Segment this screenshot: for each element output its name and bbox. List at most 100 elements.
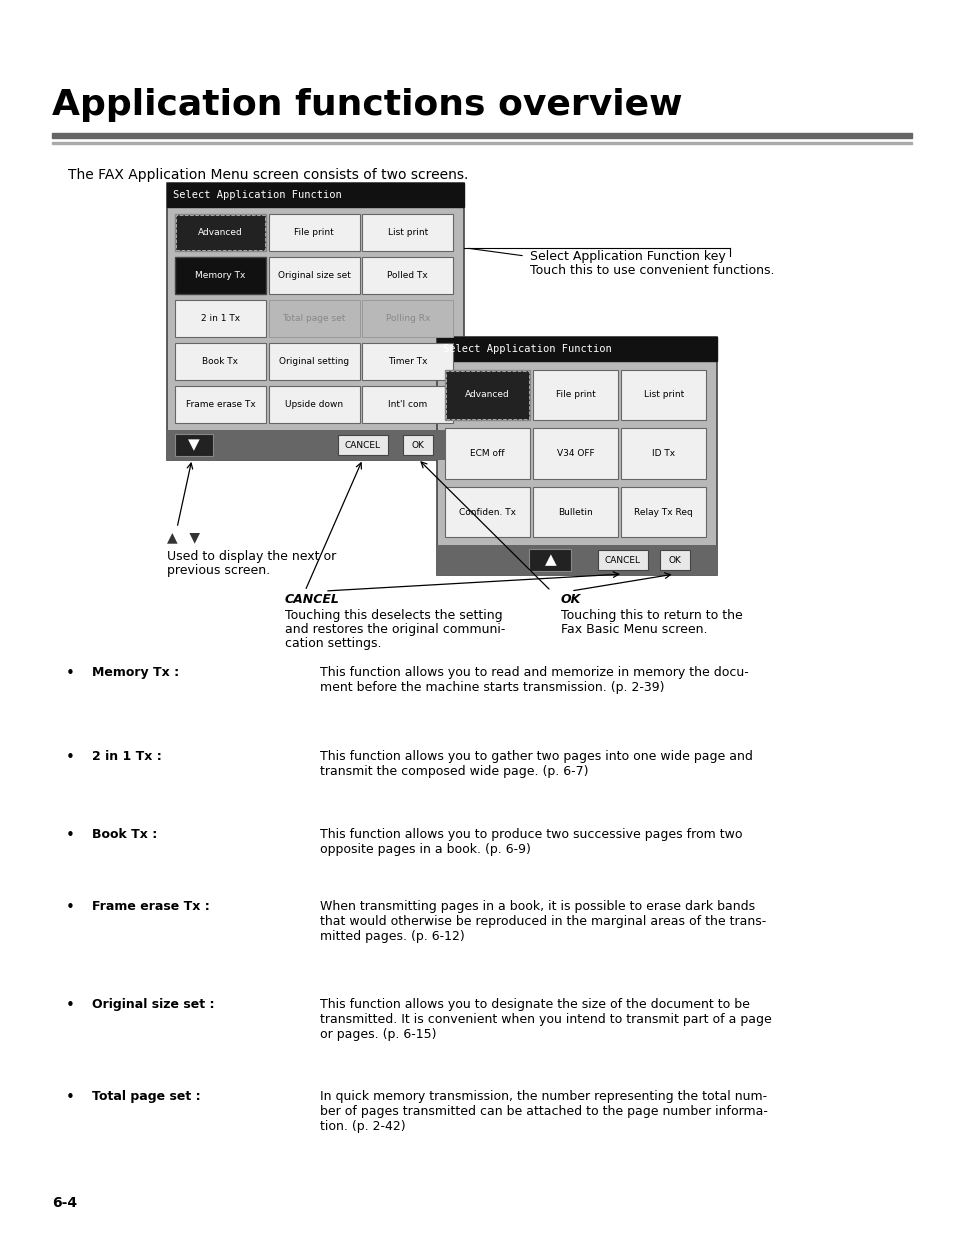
Text: mitted pages. (p. 6-12): mitted pages. (p. 6-12) [319, 930, 464, 944]
Text: Fax Basic Menu screen.: Fax Basic Menu screen. [560, 622, 707, 636]
Bar [362, 387, 453, 424]
Text: Application functions overview: Application functions overview [52, 88, 681, 122]
Text: Timer Tx: Timer Tx [388, 357, 427, 367]
Bar [436, 337, 717, 361]
Text: cation settings.: cation settings. [285, 637, 381, 650]
Bar [436, 545, 717, 576]
Text: This function allows you to designate the size of the document to be: This function allows you to designate th… [319, 998, 749, 1011]
Text: 2 in 1 Tx: 2 in 1 Tx [201, 315, 240, 324]
Text: V34 OFF: V34 OFF [557, 450, 594, 458]
Bar [174, 433, 213, 456]
Text: tion. (p. 2-42): tion. (p. 2-42) [319, 1120, 405, 1132]
Bar [174, 343, 266, 380]
Text: The FAX Application Menu screen consists of two screens.: The FAX Application Menu screen consists… [68, 168, 468, 182]
Bar [174, 300, 266, 337]
Bar [52, 133, 911, 138]
Text: OK: OK [412, 441, 424, 450]
Text: File print: File print [294, 228, 334, 237]
Text: List print: List print [387, 228, 428, 237]
Text: Touching this deselects the setting: Touching this deselects the setting [285, 609, 502, 622]
Text: Advanced: Advanced [198, 228, 243, 237]
Text: 2 in 1 Tx :: 2 in 1 Tx : [91, 750, 162, 763]
Bar [533, 369, 618, 420]
Text: or pages. (p. 6-15): or pages. (p. 6-15) [319, 1028, 436, 1041]
Text: Frame erase Tx: Frame erase Tx [186, 400, 255, 410]
Bar [529, 550, 571, 571]
Bar [167, 183, 463, 207]
Bar [403, 435, 433, 454]
Text: 6-4: 6-4 [52, 1195, 77, 1210]
Text: ▼: ▼ [185, 530, 200, 543]
Text: In quick memory transmission, the number representing the total num-: In quick memory transmission, the number… [319, 1091, 766, 1103]
Bar [167, 183, 463, 459]
Text: opposite pages in a book. (p. 6-9): opposite pages in a book. (p. 6-9) [319, 844, 530, 856]
Text: ber of pages transmitted can be attached to the page number informa-: ber of pages transmitted can be attached… [319, 1105, 767, 1118]
Bar [362, 300, 453, 337]
Text: List print: List print [643, 390, 683, 399]
Text: Book Tx: Book Tx [202, 357, 238, 367]
Bar [598, 550, 647, 571]
Bar [620, 369, 705, 420]
Text: ▼: ▼ [188, 437, 200, 452]
Text: Confiden. Tx: Confiden. Tx [458, 508, 516, 516]
Text: Touching this to return to the: Touching this to return to the [560, 609, 742, 622]
Bar [362, 215, 453, 252]
Text: •: • [66, 750, 74, 764]
Bar [174, 215, 266, 252]
Bar [446, 370, 529, 419]
Text: When transmitting pages in a book, it is possible to erase dark bands: When transmitting pages in a book, it is… [319, 900, 755, 913]
Text: ment before the machine starts transmission. (p. 2-39): ment before the machine starts transmiss… [319, 680, 664, 694]
Text: Frame erase Tx :: Frame erase Tx : [91, 900, 210, 913]
Text: CANCEL: CANCEL [344, 441, 380, 450]
Text: Used to display the next or: Used to display the next or [167, 550, 335, 563]
Bar [174, 387, 266, 424]
Bar [362, 257, 453, 294]
Text: that would otherwise be reproduced in the marginal areas of the trans-: that would otherwise be reproduced in th… [319, 915, 765, 927]
Text: CANCEL: CANCEL [285, 593, 339, 606]
Bar [174, 257, 266, 294]
Bar [444, 487, 530, 537]
Text: Select Application Function: Select Application Function [172, 190, 341, 200]
Text: This function allows you to produce two successive pages from two: This function allows you to produce two … [319, 827, 741, 841]
Text: Book Tx :: Book Tx : [91, 827, 157, 841]
Text: File print: File print [556, 390, 595, 399]
Text: Original size set: Original size set [277, 272, 350, 280]
Bar [444, 369, 530, 420]
Bar [269, 343, 359, 380]
Text: Total page set :: Total page set : [91, 1091, 200, 1103]
Text: ID Tx: ID Tx [652, 450, 675, 458]
Bar [269, 257, 359, 294]
Text: Select Application Function: Select Application Function [442, 345, 611, 354]
Text: •: • [66, 827, 74, 844]
Bar [337, 435, 387, 454]
Text: transmitted. It is convenient when you intend to transmit part of a page: transmitted. It is convenient when you i… [319, 1013, 771, 1026]
Bar [175, 215, 265, 251]
Bar [52, 142, 911, 144]
Bar [659, 550, 689, 571]
Text: Polling Rx: Polling Rx [385, 315, 430, 324]
Bar [269, 215, 359, 252]
Bar [444, 429, 530, 479]
Bar [269, 387, 359, 424]
Text: •: • [66, 900, 74, 915]
Text: Touch this to use convenient functions.: Touch this to use convenient functions. [530, 264, 774, 277]
Text: previous screen.: previous screen. [167, 564, 270, 577]
Text: ▲: ▲ [544, 552, 556, 568]
Text: Polled Tx: Polled Tx [387, 272, 428, 280]
Text: Select Application Function key: Select Application Function key [530, 249, 725, 263]
Bar [362, 343, 453, 380]
Text: Relay Tx Req: Relay Tx Req [634, 508, 692, 516]
Text: This function allows you to read and memorize in memory the docu-: This function allows you to read and mem… [319, 666, 748, 679]
Text: and restores the original communi-: and restores the original communi- [285, 622, 505, 636]
Text: Memory Tx: Memory Tx [195, 272, 245, 280]
Text: Bulletin: Bulletin [558, 508, 593, 516]
Bar [620, 487, 705, 537]
Text: This function allows you to gather two pages into one wide page and: This function allows you to gather two p… [319, 750, 752, 763]
Bar [533, 429, 618, 479]
Bar [167, 430, 463, 459]
Text: ▲: ▲ [167, 530, 177, 543]
Text: •: • [66, 666, 74, 680]
Bar [620, 429, 705, 479]
Bar [436, 337, 717, 576]
Text: Original size set :: Original size set : [91, 998, 214, 1011]
